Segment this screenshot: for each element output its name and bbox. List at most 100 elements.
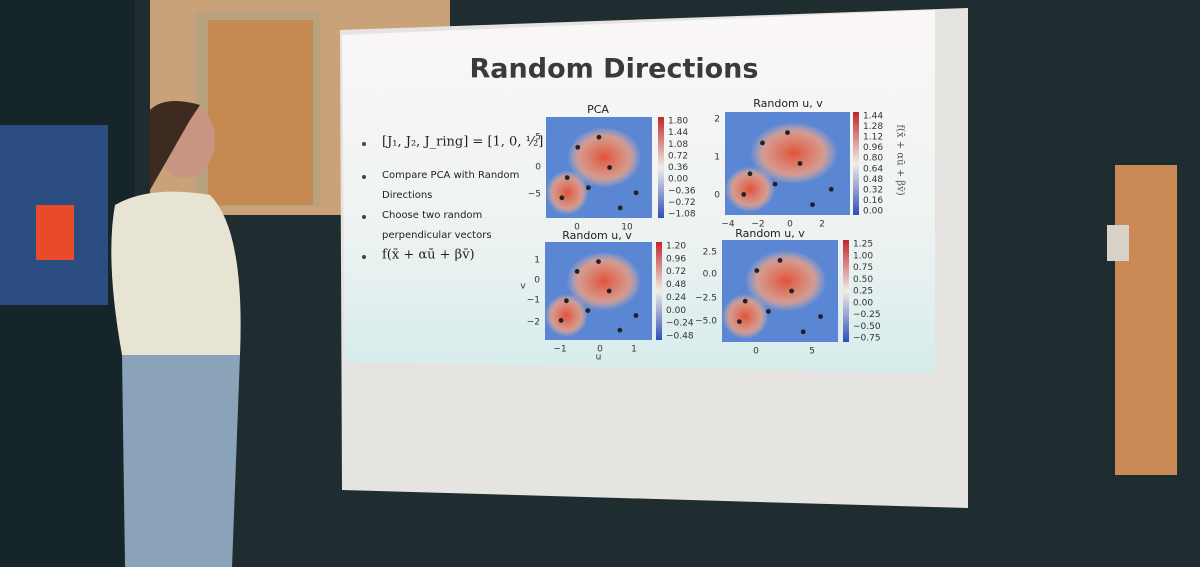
bullet-dot bbox=[362, 142, 366, 146]
colorbar-tick-label: −0.50 bbox=[853, 322, 881, 332]
colorbar-tick-label: 0.96 bbox=[863, 143, 883, 153]
colorbar-tick-label: 0.96 bbox=[666, 254, 686, 264]
y-tick-label: 5 bbox=[535, 133, 541, 143]
bullet: Compare PCA with Random Directions bbox=[382, 170, 519, 201]
sticker bbox=[36, 205, 74, 260]
colorbar-tick-label: 0.16 bbox=[863, 196, 883, 206]
heat-blob bbox=[546, 170, 589, 215]
bullet-dot bbox=[362, 215, 366, 219]
colorbar-tick-label: 0.25 bbox=[853, 287, 873, 297]
colorbar-tick-label: 0.50 bbox=[853, 275, 873, 285]
x-tick-label: 1 bbox=[631, 345, 637, 355]
y-tick-label: −2 bbox=[527, 318, 540, 328]
colorbar-tick-label: 0.48 bbox=[666, 280, 686, 290]
colorbar-tick-label: 1.00 bbox=[853, 251, 873, 261]
colorbar-tick-label: 1.44 bbox=[668, 128, 688, 138]
heat-blob bbox=[725, 166, 775, 212]
heat-blob bbox=[545, 293, 588, 338]
heat-blob bbox=[750, 122, 838, 185]
colorbar-tick-label: −0.25 bbox=[853, 310, 881, 320]
y-tick-label: −2.5 bbox=[695, 294, 717, 304]
y-tick-label: 2.5 bbox=[703, 248, 717, 258]
sample-dot bbox=[772, 181, 778, 187]
colorbar-tick-label: −1.08 bbox=[668, 210, 696, 220]
colorbar-tick-label: 0.64 bbox=[863, 164, 883, 174]
x-tick-label: 0 bbox=[574, 223, 580, 233]
colorbar-tick-label: 0.72 bbox=[666, 267, 686, 277]
sample-dot bbox=[607, 165, 612, 170]
sample-dot bbox=[617, 327, 623, 333]
y-tick-label: 0 bbox=[534, 276, 540, 286]
sample-dot bbox=[559, 195, 565, 201]
y-axis-label: v bbox=[520, 282, 526, 292]
x-tick-label: 2 bbox=[819, 220, 825, 230]
colorbar-tick-label: 0.00 bbox=[668, 175, 688, 185]
colorbar-tick-label: 1.44 bbox=[863, 112, 883, 122]
sample-dot bbox=[747, 171, 753, 177]
y-tick-label: 0 bbox=[714, 191, 720, 201]
sample-dot bbox=[564, 175, 570, 181]
sample-dot bbox=[741, 192, 747, 197]
sample-dot bbox=[586, 185, 591, 191]
side-label: f(x̄ + αū + βv̄) bbox=[895, 124, 906, 195]
colorbar-tick-label: 1.20 bbox=[666, 242, 686, 252]
bullet: Choose two random perpendicular vectors bbox=[382, 210, 492, 241]
sample-dot bbox=[828, 186, 834, 192]
x-tick-label: 10 bbox=[621, 223, 633, 233]
sample-dot bbox=[633, 313, 639, 318]
sample-dot bbox=[585, 308, 591, 313]
colorbar-tick-label: 0.32 bbox=[863, 185, 883, 195]
colorbar-tick-label: 1.80 bbox=[668, 117, 688, 127]
colorbar-tick-label: −0.72 bbox=[668, 198, 696, 208]
y-tick-label: −1 bbox=[527, 296, 540, 306]
colorbar bbox=[843, 240, 849, 342]
panel-title: Random u, v bbox=[735, 227, 805, 240]
colorbar-tick-label: 0.80 bbox=[863, 154, 883, 164]
sample-dot bbox=[633, 190, 639, 196]
sample-dot bbox=[606, 288, 612, 294]
sample-dot bbox=[754, 268, 760, 273]
shirt bbox=[111, 191, 241, 355]
x-tick-label: −2 bbox=[751, 220, 764, 230]
slide-title: Random Directions bbox=[470, 54, 759, 85]
switch bbox=[1107, 225, 1129, 261]
heat-blob bbox=[567, 127, 642, 188]
y-tick-label: 0.0 bbox=[703, 270, 718, 280]
colorbar-tick-label: −0.48 bbox=[666, 332, 694, 342]
colorbar-tick-label: 0.00 bbox=[666, 306, 686, 316]
panel-title: PCA bbox=[587, 103, 609, 116]
flipchart bbox=[1115, 165, 1177, 475]
sample-dot bbox=[818, 314, 823, 319]
sample-dot bbox=[737, 319, 742, 324]
sample-dot bbox=[797, 161, 803, 166]
colorbar-tick-label: −0.24 bbox=[666, 319, 694, 329]
sample-dot bbox=[777, 258, 783, 263]
colorbar-tick-label: 0.36 bbox=[668, 163, 688, 173]
colorbar bbox=[853, 112, 859, 215]
x-tick-label: −4 bbox=[721, 220, 735, 230]
sample-dot bbox=[742, 298, 748, 304]
sample-dot bbox=[785, 130, 790, 136]
sample-dot bbox=[766, 309, 771, 314]
bullet: f(x̄ + αū + βv̄) bbox=[382, 248, 475, 263]
colorbar-tick-label: 1.25 bbox=[853, 240, 873, 250]
y-tick-label: 1 bbox=[714, 153, 720, 163]
heat-blob bbox=[745, 250, 827, 312]
x-axis-label: u bbox=[596, 353, 602, 363]
sample-dot bbox=[617, 205, 623, 211]
colorbar bbox=[656, 242, 662, 340]
colorbar-tick-label: 1.08 bbox=[668, 140, 688, 150]
jeans bbox=[122, 355, 240, 567]
colorbar-tick-label: 1.12 bbox=[863, 133, 883, 143]
x-tick-label: 5 bbox=[809, 347, 815, 357]
colorbar-tick-label: −0.75 bbox=[853, 334, 881, 344]
bullet-dot bbox=[362, 175, 366, 179]
y-tick-label: 2 bbox=[714, 115, 720, 125]
sample-dot bbox=[558, 318, 564, 323]
hair bbox=[150, 101, 200, 190]
bullet-dot bbox=[362, 255, 366, 259]
x-tick-label: −1 bbox=[553, 345, 566, 355]
x-tick-label: 0 bbox=[787, 220, 793, 230]
